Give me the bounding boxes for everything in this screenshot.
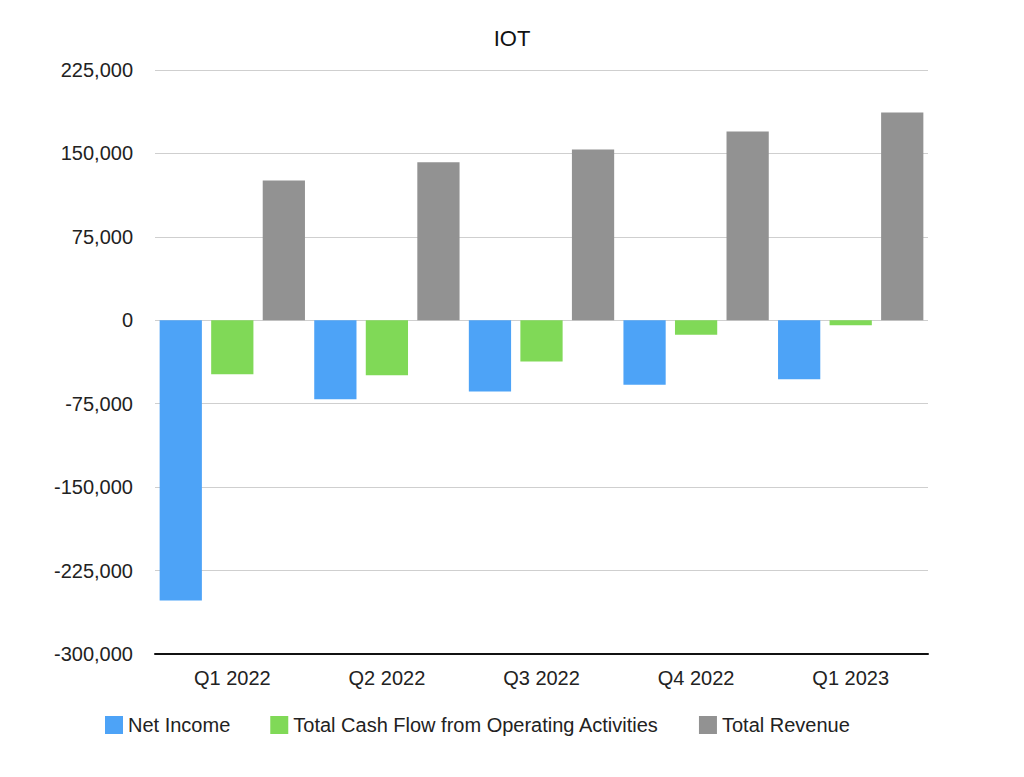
svg-text:0: 0 xyxy=(122,309,133,331)
svg-text:Total Revenue: Total Revenue xyxy=(722,714,850,736)
svg-text:150,000: 150,000 xyxy=(61,142,133,164)
svg-text:225,000: 225,000 xyxy=(61,59,133,81)
svg-text:-150,000: -150,000 xyxy=(54,476,133,498)
svg-text:Q4 2022: Q4 2022 xyxy=(658,667,735,689)
svg-text:IOT: IOT xyxy=(494,26,531,51)
svg-text:Q1 2023: Q1 2023 xyxy=(812,667,889,689)
svg-text:-75,000: -75,000 xyxy=(65,393,133,415)
svg-text:Total Cash Flow from Operating: Total Cash Flow from Operating Activitie… xyxy=(293,714,658,736)
svg-text:Q1 2022: Q1 2022 xyxy=(194,667,271,689)
svg-text:Q2 2022: Q2 2022 xyxy=(349,667,426,689)
svg-text:75,000: 75,000 xyxy=(72,226,133,248)
svg-text:Q3 2022: Q3 2022 xyxy=(503,667,580,689)
svg-text:-300,000: -300,000 xyxy=(54,643,133,665)
svg-text:Net Income: Net Income xyxy=(128,714,230,736)
svg-text:-225,000: -225,000 xyxy=(54,560,133,582)
